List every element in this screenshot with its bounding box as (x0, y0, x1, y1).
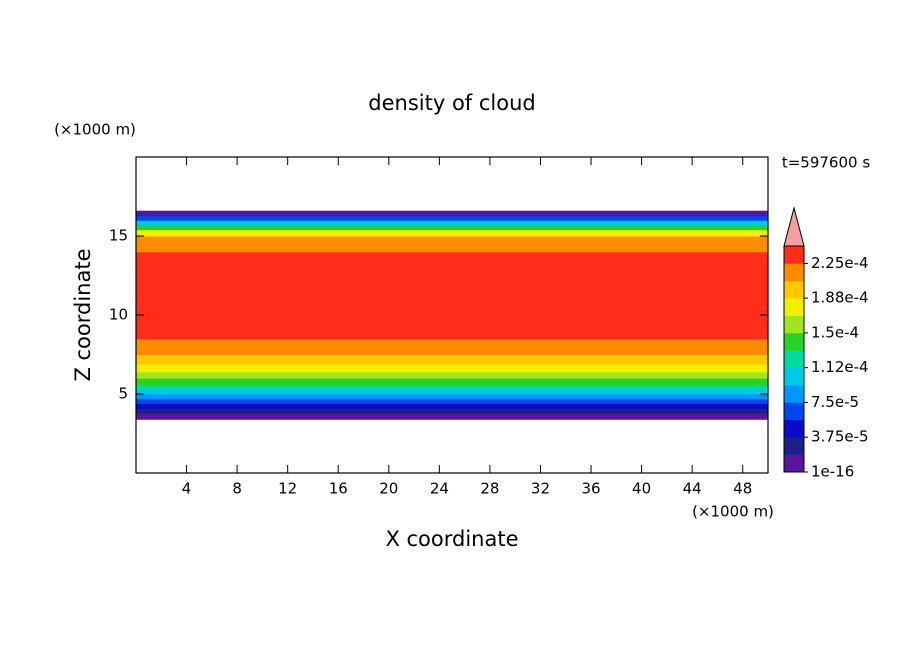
colorbar-band (784, 454, 804, 473)
time-label: t=597600 s (782, 154, 870, 172)
x-tick-label: 44 (683, 480, 702, 498)
colorbar-band (784, 402, 804, 421)
colorbar-band (784, 298, 804, 316)
colorbar-band (784, 437, 804, 455)
colorbar-tick-label: 1.5e-4 (811, 323, 859, 341)
density-layer (136, 363, 768, 373)
x-tick-label: 8 (232, 480, 242, 498)
colorbar-tick-label: 3.75e-5 (811, 428, 869, 446)
density-layer (136, 220, 768, 226)
y-unit: (×1000 m) (54, 121, 136, 139)
colorbar-tick-label: 1.12e-4 (811, 358, 869, 376)
colorbar-band (784, 280, 804, 299)
density-layer (136, 224, 768, 231)
colorbar-band (784, 332, 804, 351)
y-tick-label: 5 (118, 385, 128, 403)
chart-title: density of cloud (368, 91, 535, 115)
colorbar-band (784, 350, 804, 368)
x-tick-label: 20 (379, 480, 398, 498)
colorbar-band (784, 419, 804, 438)
x-tick-label: 28 (480, 480, 499, 498)
colorbar-extension (783, 206, 805, 247)
density-layer (136, 394, 768, 400)
density-layer (136, 371, 768, 379)
colorbar-tick-label: 7.5e-5 (811, 393, 859, 411)
y-axis-label: Z coordinate (71, 248, 95, 381)
x-tick-label: 40 (632, 480, 651, 498)
density-layer (136, 236, 768, 253)
density-layer (136, 408, 768, 414)
colorbar-tick-label: 1e-16 (811, 463, 854, 481)
x-tick-label: 32 (531, 480, 550, 498)
y-tick-label: 10 (109, 306, 128, 324)
colorbar-band (784, 263, 804, 282)
density-layer (136, 338, 768, 355)
y-tick-label: 15 (109, 227, 128, 245)
density-layer (136, 215, 768, 221)
density-layer (136, 389, 768, 395)
x-tick-label: 36 (581, 480, 600, 498)
density-layer (136, 354, 768, 365)
x-tick-label: 24 (430, 480, 449, 498)
x-tick-label: 12 (278, 480, 297, 498)
density-layer (136, 378, 768, 386)
x-axis-label: X coordinate (385, 527, 518, 551)
density-layer (136, 403, 768, 409)
colorbar-band (784, 367, 804, 386)
density-layer (136, 210, 768, 216)
density-layer (136, 412, 768, 420)
density-layer (136, 384, 768, 390)
colorbar-band (784, 385, 804, 403)
colorbar-band (784, 246, 804, 264)
x-tick-label: 16 (329, 480, 348, 498)
colorbar-band (784, 315, 804, 334)
colorbar-frame (783, 245, 805, 473)
density-layer (136, 251, 768, 340)
colorbar-tick-label: 2.25e-4 (811, 254, 869, 272)
colorbar-tick-label: 1.88e-4 (811, 289, 869, 307)
density-layer (136, 398, 768, 404)
density-layer (136, 229, 768, 237)
x-tick-label: 48 (733, 480, 752, 498)
x-tick-label: 4 (182, 480, 192, 498)
x-unit: (×1000 m) (692, 503, 774, 521)
